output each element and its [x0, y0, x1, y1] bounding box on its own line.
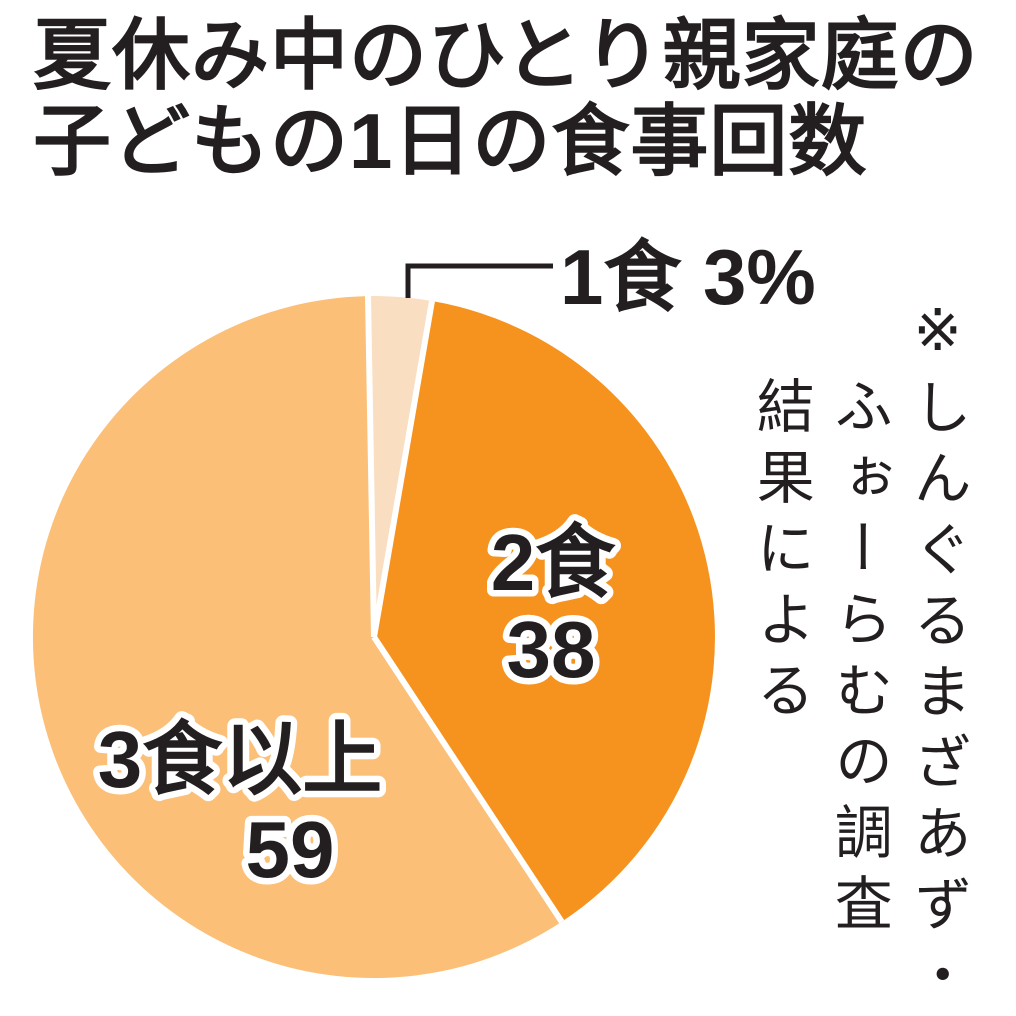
slice-value-slice-3-or-more-meals: 59 — [246, 805, 335, 894]
pie-slice-3-or-more-meals — [32, 296, 562, 979]
source-note-column-2: ふぉーらむの調査 — [825, 376, 891, 944]
source-note-column-3: 結果による — [747, 376, 813, 731]
pie-slice-2-meals — [374, 301, 715, 922]
slice-label-slice-2-meals: 2食 — [491, 518, 616, 607]
slice-separator-1 — [371, 300, 435, 638]
page-title-line-2: 子どもの1日の食事回数 — [33, 97, 868, 185]
slice-label-slice-3-or-more-meals: 3食以上 — [98, 715, 383, 804]
callout-leader-line — [405, 263, 553, 298]
callout-label-slice-1-meal: 1食 3% — [560, 233, 816, 321]
slice-separator-2 — [371, 635, 565, 924]
source-note-column-1: ※しんぐるまざあず・ — [904, 296, 970, 1016]
slice-value-slice-2-meals: 38 — [507, 605, 596, 694]
slice-separator-0 — [365, 296, 377, 638]
page-title: 夏休み中のひとり親家庭の 子どもの1日の食事回数 — [33, 12, 979, 184]
page-title-line-1: 夏休み中のひとり親家庭の — [33, 11, 979, 99]
